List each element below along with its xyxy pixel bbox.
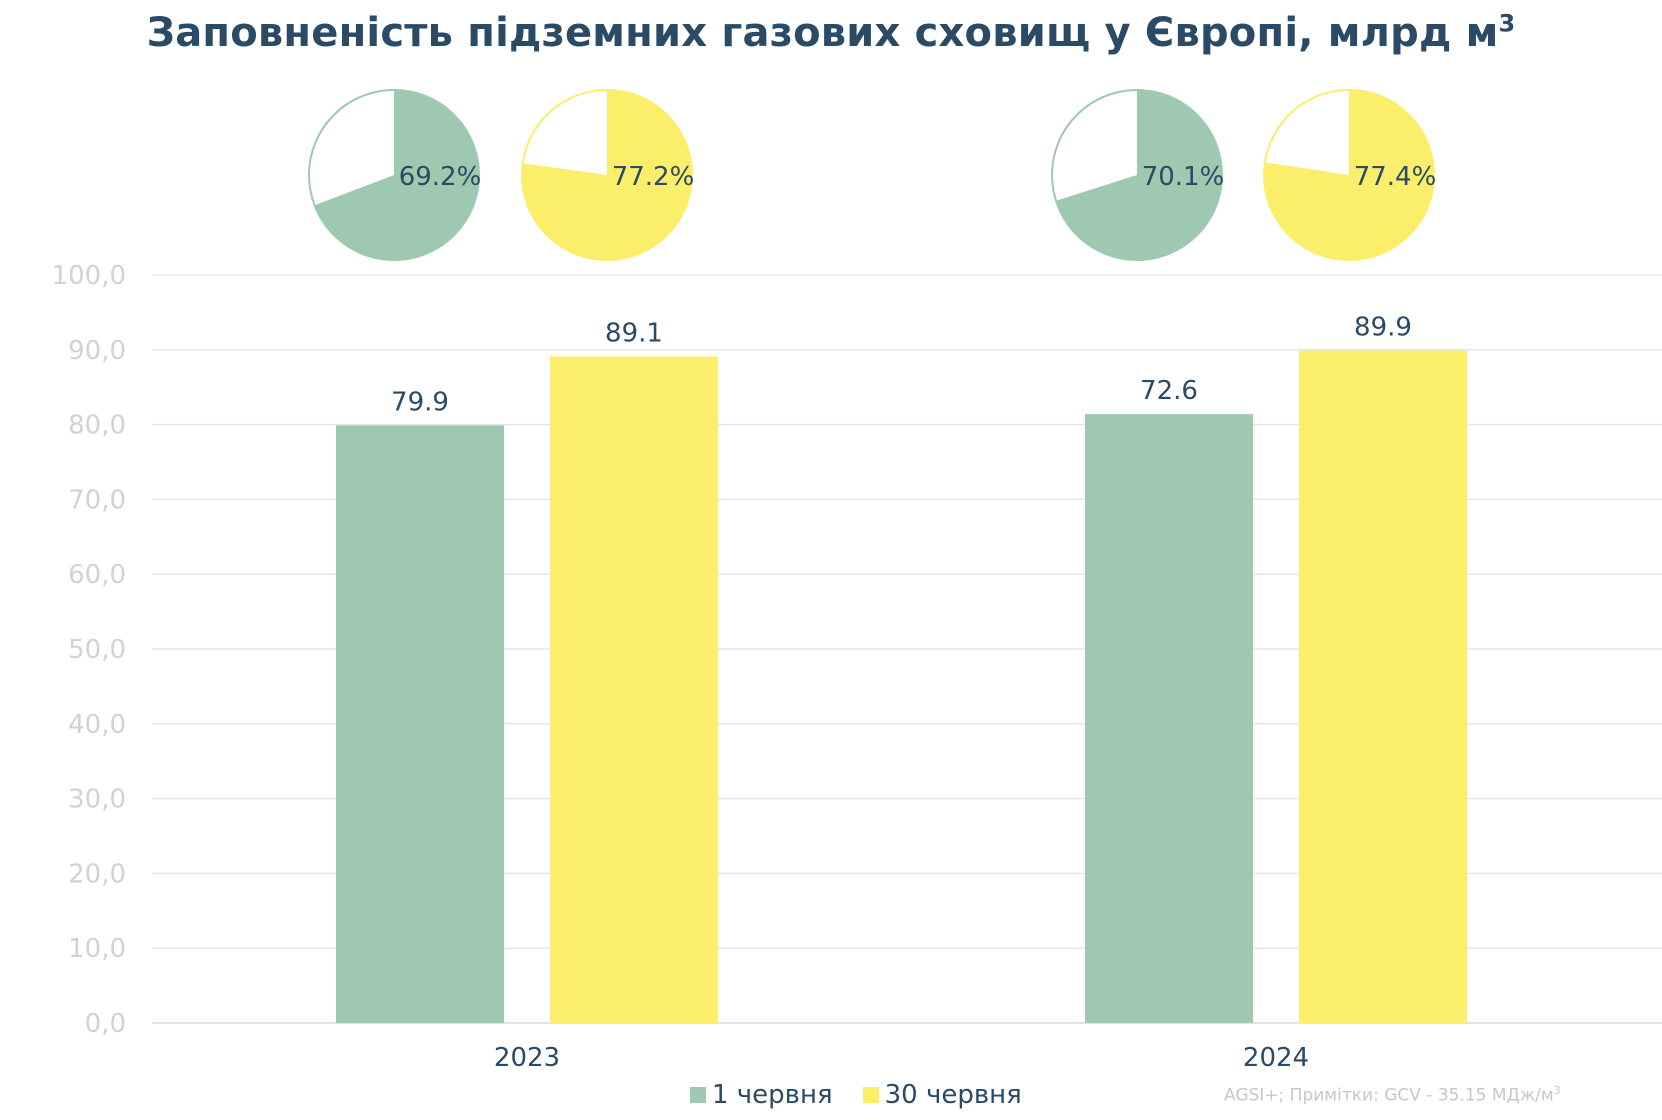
bars bbox=[336, 350, 1467, 1024]
y-tick-label: 10,0 bbox=[68, 934, 126, 964]
pie-value-label: 77.4% bbox=[1354, 162, 1437, 192]
x-axis-labels: 2023 2024 bbox=[494, 1043, 1309, 1073]
bar-2024-series1 bbox=[1085, 414, 1253, 1023]
pie-slice bbox=[1264, 90, 1435, 260]
pie-value-label: 77.2% bbox=[612, 162, 695, 192]
data-label: 79.9 bbox=[391, 387, 449, 417]
x-category-label: 2023 bbox=[494, 1043, 560, 1073]
pie-value-label: 70.1% bbox=[1142, 162, 1225, 192]
y-tick-label: 50,0 bbox=[68, 635, 126, 665]
legend-swatch-2 bbox=[862, 1087, 879, 1103]
y-tick-label: 20,0 bbox=[68, 859, 126, 889]
y-axis-ticks: 0,0 10,0 20,0 30,0 40,0 50,0 60,0 70,0 80,0 90,0 1… bbox=[52, 261, 126, 1039]
bar-2023-series1 bbox=[336, 425, 504, 1023]
bar-2024-series2 bbox=[1299, 350, 1467, 1024]
data-labels: 79.9 89.1 72.6 89.9 bbox=[391, 313, 1412, 418]
legend-swatch-1 bbox=[690, 1087, 706, 1103]
pie-value-label: 69.2% bbox=[399, 162, 482, 192]
y-tick-label: 80,0 bbox=[68, 411, 126, 441]
pies: 69.2% 77.2% 70.1% 77.4% bbox=[308, 89, 1437, 261]
source-note: AGSI+; Примітки: GCV - 35.15 МДж/м3 bbox=[1224, 1084, 1561, 1106]
legend-label-2: 30 червня bbox=[884, 1080, 1022, 1110]
data-label: 72.6 bbox=[1140, 376, 1198, 406]
y-tick-label: 60,0 bbox=[68, 560, 126, 590]
y-tick-label: 40,0 bbox=[68, 710, 126, 740]
x-category-label: 2024 bbox=[1243, 1043, 1309, 1073]
y-tick-label: 30,0 bbox=[68, 785, 126, 815]
legend-item-1: 1 червня bbox=[690, 1080, 833, 1110]
legend-label-1: 1 червня bbox=[712, 1080, 833, 1110]
pie-slice bbox=[522, 90, 693, 261]
pie-2: 77.2% bbox=[521, 89, 695, 261]
pie-3: 70.1% bbox=[1051, 89, 1225, 261]
legend: 1 червня 30 червня bbox=[690, 1080, 1022, 1110]
chart-title: Заповненість підземних газових сховищ у … bbox=[146, 9, 1516, 56]
legend-item-2: 30 червня bbox=[862, 1080, 1022, 1110]
y-tick-label: 90,0 bbox=[68, 336, 126, 366]
bar-2023-series2 bbox=[550, 356, 718, 1024]
y-tick-label: 70,0 bbox=[68, 485, 126, 515]
pie-4: 77.4% bbox=[1263, 89, 1437, 261]
pie-slice bbox=[314, 90, 479, 260]
pie-slice bbox=[1055, 90, 1222, 260]
y-tick-label: 0,0 bbox=[85, 1009, 126, 1039]
pie-1: 69.2% bbox=[308, 89, 482, 261]
y-tick-label: 100,0 bbox=[52, 261, 126, 291]
data-label: 89.9 bbox=[1354, 313, 1412, 343]
data-label: 89.1 bbox=[605, 319, 663, 349]
